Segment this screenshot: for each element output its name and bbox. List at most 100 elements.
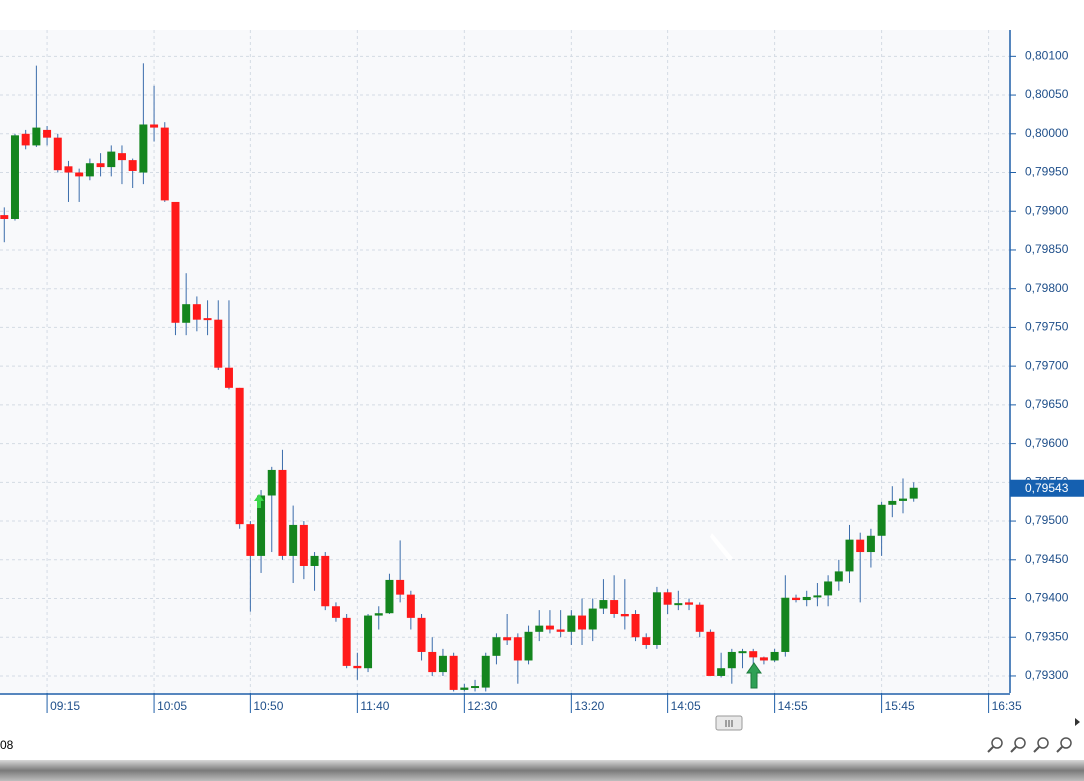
candle-body: [331, 606, 340, 618]
candle-body: [899, 498, 908, 501]
candle-body: [813, 595, 822, 598]
y-tick-label: 0,79850: [1025, 242, 1069, 256]
candle-body: [620, 613, 629, 617]
candle-body: [257, 495, 266, 556]
y-tick-label: 0,79700: [1025, 358, 1069, 372]
candle-body: [834, 571, 843, 582]
candle-body: [663, 592, 672, 605]
zoom-fit[interactable]: [1033, 737, 1049, 753]
y-tick-label: 0,79300: [1025, 668, 1069, 682]
candle-body: [438, 655, 447, 673]
candle-body: [10, 135, 19, 219]
axes: 0,80100 0,80050 0,80000 0,79950 0,79900 0,798…: [46, 49, 1084, 713]
scrollbar-grip: [725, 720, 733, 727]
candle-body: [299, 524, 308, 566]
candle-body: [503, 637, 512, 641]
candle-body: [214, 319, 223, 368]
y-tick-label: 0,79600: [1025, 436, 1069, 450]
zoom-reset[interactable]: [1056, 737, 1072, 753]
candle-body: [685, 602, 694, 605]
x-tick-label: 11:40: [360, 699, 389, 713]
candle-body: [64, 166, 73, 173]
signal-arrow: [254, 494, 264, 508]
x-tick-label: 16:35: [992, 699, 1022, 713]
candle-body: [0, 215, 9, 219]
candle-body: [770, 651, 779, 661]
candle-body: [856, 539, 865, 553]
candle-body: [182, 304, 191, 323]
candle-body: [374, 613, 383, 616]
candle-body: [43, 129, 52, 138]
candle-body: [171, 201, 180, 323]
candle-body: [802, 596, 811, 601]
candle-body: [246, 524, 255, 556]
candle-body: [128, 160, 137, 171]
candle-body: [364, 615, 373, 669]
candle-body: [342, 617, 351, 666]
window-frame: [0, 760, 1084, 781]
candle-body: [599, 600, 608, 609]
candle-body: [610, 600, 619, 614]
x-tick-label: 10:50: [253, 699, 283, 713]
zoom-out[interactable]: [987, 737, 1003, 753]
y-tick-label: 0,80050: [1025, 87, 1069, 101]
candle-body: [224, 367, 233, 388]
candle-body: [909, 487, 918, 499]
y-tick-label: 0,79750: [1025, 320, 1069, 334]
candle-body: [792, 597, 801, 601]
candle-body: [353, 665, 362, 669]
y-tick-label: 0,79450: [1025, 552, 1069, 566]
candle-body: [21, 133, 30, 146]
cursor-mark: [710, 533, 733, 561]
candle-body: [481, 655, 490, 688]
candle-body: [567, 615, 576, 632]
x-tick-label: 10:05: [157, 699, 187, 713]
signal-arrow: [746, 662, 762, 689]
y-tick-label: 0,79650: [1025, 397, 1069, 411]
status-text: 08: [0, 738, 14, 752]
candle-body: [428, 651, 437, 673]
candle-body: [824, 581, 833, 596]
candle-body: [160, 127, 169, 201]
candle-body: [417, 617, 426, 652]
candle-body: [321, 555, 330, 607]
candle-body: [674, 603, 683, 606]
candle-body: [117, 153, 126, 161]
candle-body: [642, 637, 651, 645]
candle-body: [588, 608, 597, 630]
candles: [0, 63, 918, 692]
y-tick-label: 0,79900: [1025, 203, 1069, 217]
candle-body: [866, 535, 875, 553]
candle-body: [695, 604, 704, 632]
candle-body: [310, 555, 319, 566]
y-tick-label: 0,79500: [1025, 513, 1069, 527]
candle-body: [759, 657, 768, 661]
y-tick-label: 0,79350: [1025, 629, 1069, 643]
plot-area: [0, 30, 1010, 693]
last-price-box: [1010, 479, 1084, 497]
candle-body: [192, 304, 201, 320]
zoom-in[interactable]: [1010, 737, 1026, 753]
top-band: [0, 0, 1084, 30]
price-axis-area: [1010, 30, 1084, 693]
last-price-label: 0,79543: [1025, 481, 1069, 495]
y-tick-label: 0,79800: [1025, 281, 1069, 295]
x-tick-label: 13:20: [574, 699, 604, 713]
candle-body: [139, 124, 148, 173]
scrollbar-track[interactable]: [0, 714, 1084, 732]
candle-body: [460, 687, 469, 690]
candle-body: [32, 127, 41, 146]
candle-body: [738, 651, 747, 654]
x-tick-label: 15:45: [885, 699, 915, 713]
y-tick-label: 0,80100: [1025, 49, 1069, 63]
toolbar: [0, 732, 1084, 760]
candle-body: [535, 625, 544, 632]
candle-body: [406, 594, 415, 618]
candle-body: [75, 172, 84, 177]
candle-body: [449, 655, 458, 690]
candle-body: [578, 615, 587, 630]
scroll-right[interactable]: [1075, 718, 1080, 726]
x-tick-label: 14:05: [671, 699, 701, 713]
candle-body: [631, 613, 640, 638]
